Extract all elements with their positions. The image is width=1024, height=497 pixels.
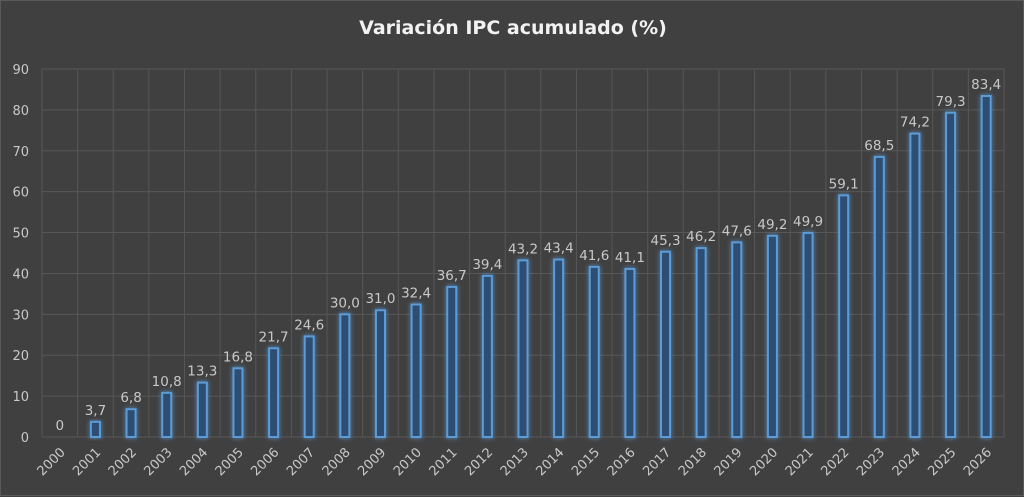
bar: [410, 303, 422, 438]
x-tick-label: 2023: [854, 445, 888, 479]
data-label: 59,1: [829, 176, 859, 192]
x-tick-label: 2010: [391, 445, 425, 479]
y-tick-label: 0: [21, 431, 29, 446]
x-tick-label: 2003: [142, 445, 176, 479]
y-tick-label: 90: [12, 63, 29, 78]
bar: [980, 94, 992, 438]
x-tick-label: 2008: [320, 445, 354, 479]
data-label: 79,3: [936, 94, 966, 110]
bar: [339, 313, 351, 439]
data-label: 31,0: [365, 291, 395, 307]
data-label: 43,2: [508, 241, 538, 257]
bar: [481, 274, 493, 438]
y-tick-label: 40: [12, 267, 29, 282]
data-label: 36,7: [437, 268, 467, 284]
y-tick-label: 70: [12, 145, 29, 160]
data-label: 46,2: [686, 229, 716, 245]
x-tick-label: 2016: [605, 445, 639, 479]
bar: [588, 265, 600, 438]
x-tick-label: 2006: [248, 445, 282, 479]
data-label: 68,5: [864, 138, 894, 154]
bar: [517, 259, 529, 438]
bar: [89, 420, 101, 439]
data-label: 24,6: [294, 317, 324, 333]
x-tick-label: 2024: [890, 445, 924, 479]
x-tick-label: 2015: [569, 445, 603, 479]
x-tick-label: 2017: [640, 445, 674, 479]
data-label: 39,4: [472, 257, 502, 273]
data-label: 41,6: [579, 248, 609, 264]
bar: [802, 231, 814, 438]
y-tick-label: 60: [12, 186, 29, 201]
data-label: 13,3: [187, 364, 217, 380]
data-label: 43,4: [544, 241, 574, 257]
x-tick-label: 2004: [177, 445, 211, 479]
bar: [838, 194, 850, 438]
bar: [695, 247, 707, 438]
x-tick-label: 2020: [747, 445, 781, 479]
bar: [624, 267, 636, 438]
bar: [945, 111, 957, 439]
x-tick-label: 2025: [925, 445, 959, 479]
x-tick-label: 2005: [213, 445, 247, 479]
bar: [232, 367, 244, 439]
y-tick-label: 80: [12, 104, 29, 119]
x-tick-label: 2012: [462, 445, 496, 479]
x-tick-label: 2021: [783, 445, 817, 479]
bar: [766, 234, 778, 438]
x-tick-label: 2026: [961, 445, 995, 479]
bar: [303, 335, 315, 438]
data-label: 83,4: [971, 77, 1001, 93]
bar: [553, 258, 565, 439]
data-label: 10,8: [152, 374, 182, 390]
bar: [731, 241, 743, 438]
data-label: 16,8: [223, 349, 253, 365]
data-label: 47,6: [722, 223, 752, 239]
bar: [909, 132, 921, 439]
data-label: 49,2: [757, 217, 787, 233]
x-tick-label: 2000: [35, 445, 69, 479]
bar: [660, 250, 672, 438]
y-tick-label: 50: [12, 227, 29, 242]
y-tick-label: 20: [12, 349, 29, 364]
data-label: 41,1: [615, 250, 645, 266]
data-label: 32,4: [401, 286, 431, 302]
x-tick-label: 2009: [355, 445, 389, 479]
x-tick-label: 2011: [427, 445, 461, 479]
x-tick-label: 2018: [676, 445, 710, 479]
data-label: 21,7: [259, 329, 289, 345]
bar: [268, 347, 280, 439]
y-tick-label: 30: [12, 308, 29, 323]
bar: [196, 381, 208, 438]
data-label: 3,7: [85, 403, 106, 419]
x-tick-label: 2013: [498, 445, 532, 479]
bar: [374, 309, 386, 438]
data-label: 74,2: [900, 115, 930, 131]
x-tick-label: 2002: [106, 445, 140, 479]
data-label: 49,9: [793, 214, 823, 230]
y-tick-label: 10: [12, 390, 29, 405]
x-tick-label: 2007: [284, 445, 318, 479]
data-label: 6,8: [120, 390, 141, 406]
x-tick-label: 2022: [818, 445, 852, 479]
data-label: 30,0: [330, 295, 360, 311]
data-label: 0: [56, 418, 65, 434]
data-label: 45,3: [650, 233, 680, 249]
bar: [446, 285, 458, 438]
x-tick-label: 2019: [712, 445, 746, 479]
chart-title: Variación IPC acumulado (%): [359, 17, 667, 39]
bar: [125, 408, 137, 439]
bar: [161, 391, 173, 438]
x-tick-label: 2014: [533, 445, 567, 479]
bar: [873, 155, 885, 439]
x-tick-label: 2001: [70, 445, 104, 479]
